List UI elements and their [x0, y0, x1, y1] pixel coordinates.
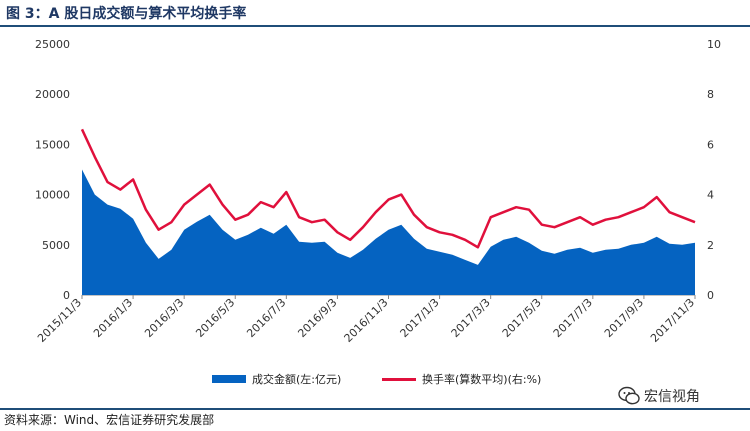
series-amount-area — [82, 169, 695, 295]
y-right-tick-label: 4 — [707, 189, 714, 202]
legend-swatch-turnover — [382, 377, 416, 381]
figure-title-bar: 图 3：A 股日成交额与算术平均换手率 — [0, 0, 750, 28]
y-right-tick-label: 0 — [707, 289, 714, 302]
y-left-tick-label: 10000 — [35, 189, 70, 202]
watermark: 宏信视角 — [618, 385, 700, 407]
x-tick-label: 2017/7/3 — [551, 296, 595, 340]
y-right-tick-label: 10 — [707, 38, 721, 51]
x-tick-label: 2016/3/3 — [142, 296, 186, 340]
series-turnover-line — [80, 128, 696, 249]
x-tick-label: 2017/3/3 — [449, 296, 493, 340]
source-note: 资料来源：Wind、宏信证券研究发展部 — [4, 413, 215, 427]
x-tick-label: 2016/9/3 — [295, 296, 339, 340]
legend-item-amount: 成交金额(左:亿元) — [212, 370, 341, 388]
line-layer — [80, 128, 696, 249]
figure-title: 图 3：A 股日成交额与算术平均换手率 — [6, 6, 247, 22]
x-tick-label: 2017/11/3 — [648, 296, 697, 345]
x-tick-label: 2016/7/3 — [244, 296, 288, 340]
x-tick-label: 2016/5/3 — [193, 296, 237, 340]
x-tick-label: 2017/1/3 — [398, 296, 442, 340]
chart-svg: 0 5000 10000 15000 20000 25000 0 2 4 6 8 10 2015/11/… — [35, 38, 721, 345]
legend-swatch-amount — [212, 375, 246, 383]
y-right-tick-label: 6 — [707, 138, 714, 151]
x-tick-label: 2015/11/3 — [35, 296, 84, 345]
y-left-tick-label: 5000 — [42, 239, 70, 252]
legend-item-turnover: 换手率(算数平均)(右:%) — [382, 370, 541, 388]
x-tick-label: 2016/11/3 — [342, 296, 391, 345]
wechat-icon — [618, 386, 640, 405]
y-right-tick-label: 8 — [707, 88, 714, 101]
watermark-text: 宏信视角 — [644, 389, 700, 405]
source-rule — [0, 408, 750, 410]
y-left-tick-label: 25000 — [35, 38, 70, 51]
legend-label-amount: 成交金额(左:亿元) — [252, 373, 342, 386]
x-tick-label: 2017/9/3 — [602, 296, 646, 340]
x-tick-label: 2017/5/3 — [500, 296, 544, 340]
x-tick-label: 2016/1/3 — [91, 296, 135, 340]
title-rule — [0, 25, 750, 27]
y-right-tick-label: 2 — [707, 239, 714, 252]
y-left-tick-label: 15000 — [35, 138, 70, 151]
area-layer — [82, 169, 695, 295]
y-left-tick-label: 0 — [63, 289, 70, 302]
legend-label-turnover: 换手率(算数平均)(右:%) — [422, 373, 542, 386]
y-left-tick-label: 20000 — [35, 88, 70, 101]
